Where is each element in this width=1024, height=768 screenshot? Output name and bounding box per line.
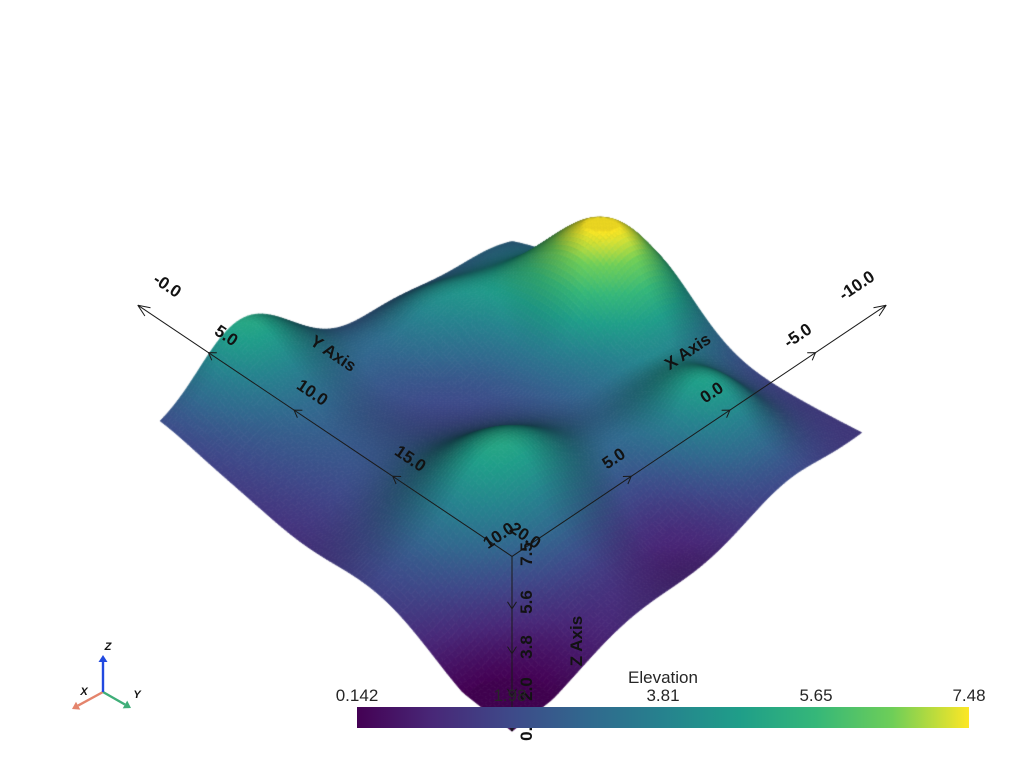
- z-orientation-arrowhead: [98, 655, 108, 662]
- z-orientation-label: Z: [104, 641, 113, 653]
- orientation-axes-widget[interactable]: X Y Z: [40, 630, 160, 730]
- x-orientation-arrow: [77, 690, 104, 707]
- x-orientation-arrowhead: [72, 701, 81, 710]
- x-orientation-label: X: [79, 686, 88, 698]
- y-orientation-arrowhead: [122, 700, 131, 709]
- y-orientation-arrow: [102, 690, 126, 706]
- y-orientation-label: Y: [133, 689, 142, 701]
